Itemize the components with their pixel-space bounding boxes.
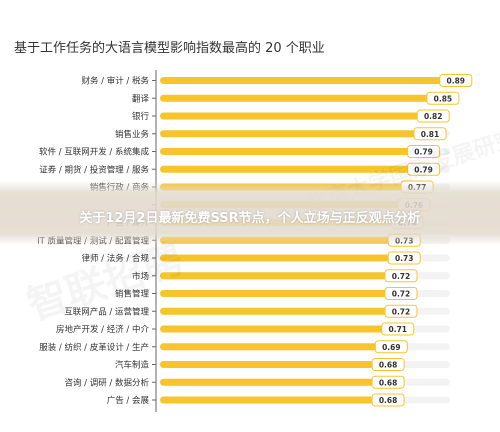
value-label-box bbox=[371, 375, 405, 389]
category-label: 咨询 / 调研 / 数据分析 bbox=[64, 377, 149, 388]
category-label: 翻译 bbox=[132, 94, 150, 104]
value-label: 0.79 bbox=[414, 148, 433, 157]
category-label: 证券 / 期货 / 投资管理 / 服务 bbox=[39, 164, 149, 175]
value-label-box bbox=[426, 91, 460, 105]
bar bbox=[160, 254, 396, 262]
value-label-box bbox=[407, 145, 441, 158]
category-label: 汽车制造 bbox=[115, 360, 150, 371]
bar bbox=[160, 325, 389, 333]
value-label: 0.72 bbox=[392, 272, 411, 281]
value-label-box bbox=[374, 340, 408, 354]
category-label: 服装 / 纺织 / 皮革设计 / 生产 bbox=[39, 342, 149, 353]
category-label: 财务 / 审计 / 税务 bbox=[81, 76, 149, 87]
category-label: 销售管理 bbox=[115, 289, 150, 300]
headline-banner bbox=[0, 181, 500, 245]
value-label: 0.71 bbox=[389, 325, 408, 334]
bar bbox=[160, 396, 380, 404]
bar bbox=[160, 148, 415, 155]
bar bbox=[160, 94, 434, 102]
value-label: 0.69 bbox=[382, 343, 401, 352]
value-label-box bbox=[384, 269, 418, 283]
value-label: 0.82 bbox=[424, 112, 443, 121]
bar bbox=[160, 343, 383, 351]
value-label-box bbox=[371, 393, 405, 407]
value-label-box bbox=[384, 304, 418, 318]
value-label: 0.72 bbox=[392, 307, 411, 316]
category-label: 销售业务 bbox=[115, 129, 150, 140]
value-label: 0.85 bbox=[434, 94, 453, 103]
value-label: 0.81 bbox=[421, 130, 440, 139]
category-label: 律师 / 法务 / 合规 bbox=[81, 253, 149, 264]
category-label: 市场 bbox=[132, 271, 149, 282]
value-label-box bbox=[384, 287, 418, 300]
bar bbox=[160, 272, 392, 280]
value-label: 0.68 bbox=[379, 378, 398, 387]
category-label: 软件 / 互联网开发 / 系统集成 bbox=[39, 147, 150, 158]
value-label-box bbox=[371, 358, 405, 371]
bar bbox=[160, 290, 392, 297]
bar bbox=[160, 361, 380, 368]
category-label: 房地产开发 / 经济 / 中介 bbox=[56, 324, 150, 335]
headline-text: 关于12月2日最新免费SSR节点，个人立场与正反观点分析 bbox=[79, 211, 421, 226]
value-label: 0.68 bbox=[379, 396, 398, 405]
bar bbox=[160, 307, 392, 315]
category-label: 银行 bbox=[132, 111, 150, 122]
value-label-box bbox=[439, 74, 473, 87]
bar bbox=[160, 112, 425, 120]
value-label: 0.73 bbox=[395, 254, 414, 263]
category-label: 广告 / 会展 bbox=[107, 395, 150, 406]
bar bbox=[160, 165, 415, 173]
value-label-box bbox=[416, 109, 450, 123]
value-label-box bbox=[387, 251, 421, 265]
bar bbox=[160, 77, 447, 84]
value-label-box bbox=[381, 322, 415, 336]
bar bbox=[160, 378, 380, 386]
value-label: 0.72 bbox=[392, 290, 411, 299]
value-label: 0.68 bbox=[379, 361, 398, 370]
value-label-box bbox=[413, 127, 447, 141]
chart-title: 基于工作任务的大语言模型影响指数最高的 20 个职业 bbox=[14, 41, 325, 56]
value-label: 0.89 bbox=[447, 77, 466, 86]
value-label: 0.79 bbox=[414, 165, 433, 174]
category-label: 互联网产品 / 运营管理 bbox=[64, 306, 149, 317]
bar bbox=[160, 130, 421, 138]
value-label-box bbox=[407, 162, 441, 176]
